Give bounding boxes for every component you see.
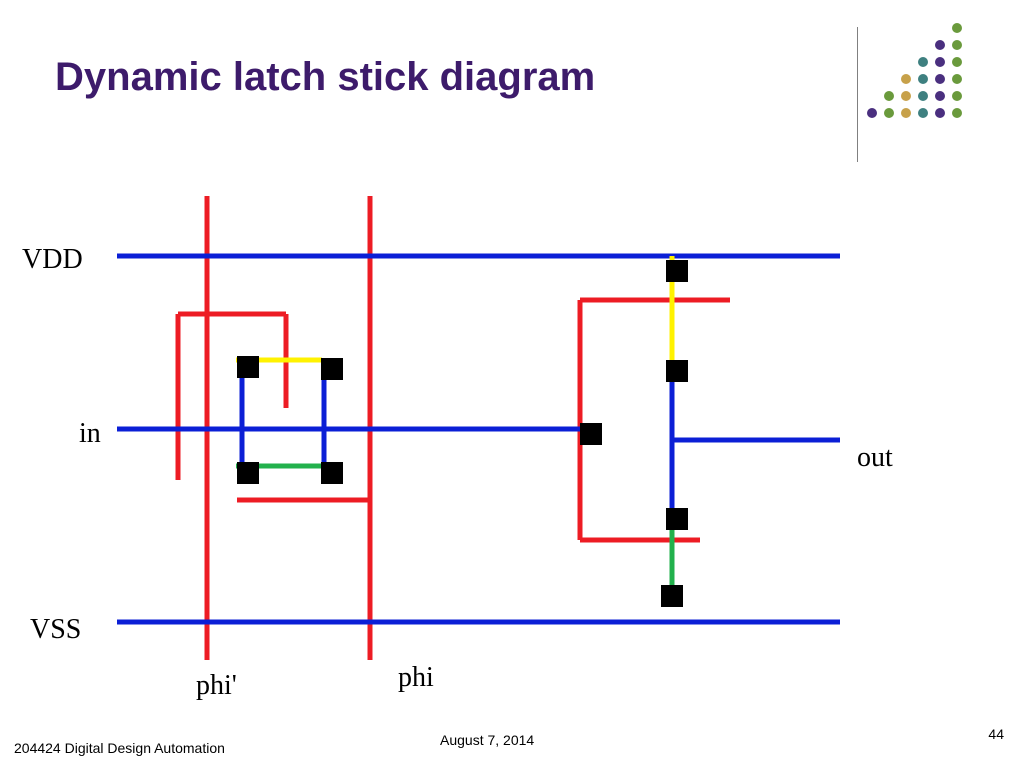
- footer-course: 204424 Digital Design Automation: [14, 740, 225, 756]
- footer-date: August 7, 2014: [440, 732, 534, 748]
- label-in: in: [79, 418, 101, 450]
- label-vdd: VDD: [22, 244, 83, 276]
- label-vss: VSS: [30, 614, 81, 646]
- label-out: out: [857, 442, 893, 474]
- label-phi: phi: [398, 662, 434, 694]
- stick-diagram: [0, 0, 1024, 768]
- slide-number: 44: [988, 726, 1004, 742]
- label-phi-prime: phi': [196, 670, 237, 702]
